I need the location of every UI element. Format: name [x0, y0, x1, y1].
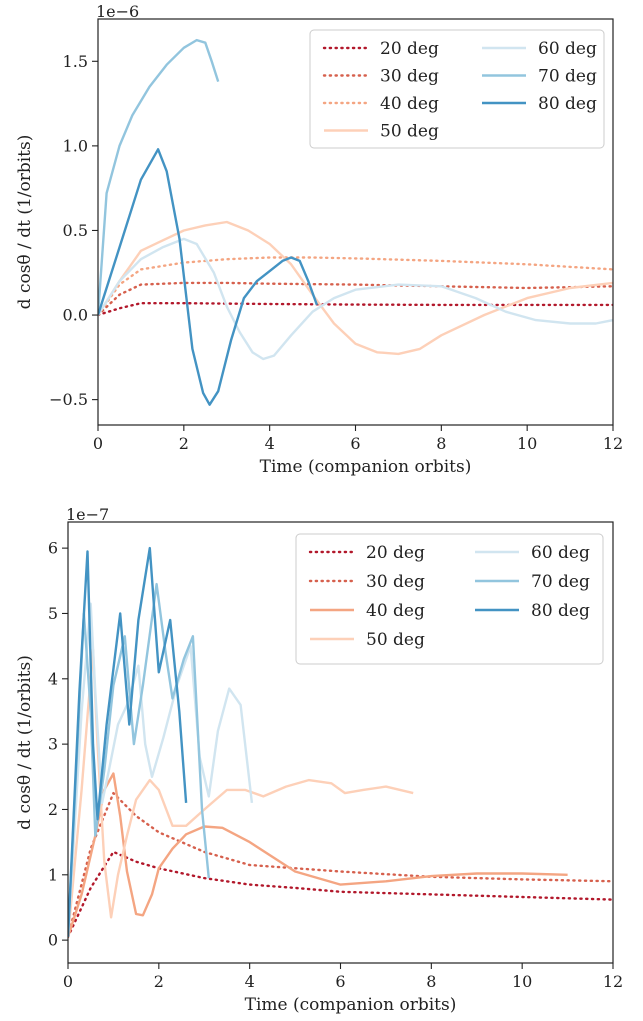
x-tick-label: 0 [93, 434, 103, 453]
y-tick-label: −0.5 [49, 390, 88, 409]
series-line-50-deg [68, 648, 414, 938]
x-tick-label: 0 [63, 972, 73, 991]
series-line-60-deg [98, 237, 613, 361]
series-line-20-deg [68, 850, 613, 939]
legend: 20 deg 30 deg 40 deg 50 deg 60 deg 70 deg 80 d… [309, 29, 605, 149]
series-line-80-deg [98, 148, 319, 406]
series-line-20-deg [98, 302, 613, 317]
legend-label: 80 deg [538, 94, 597, 114]
y-tick-label: 1.5 [63, 52, 88, 71]
legend-label: 80 deg [531, 601, 590, 621]
legend-label: 60 deg [531, 543, 590, 563]
legend-label: 40 deg [366, 601, 425, 621]
legend-box [295, 533, 604, 665]
y-tick-label: 0.0 [63, 306, 88, 325]
x-tick-label: 6 [350, 434, 360, 453]
x-tick-label: 2 [154, 972, 164, 991]
legend-label: 30 deg [366, 572, 425, 592]
series-line-70-deg [98, 38, 220, 316]
y-tick-label: 0.5 [63, 221, 88, 240]
series-line-30-deg [68, 791, 613, 939]
series-line-70-deg [68, 582, 210, 937]
y-tick-label: 3 [48, 735, 58, 754]
offset-label: 1e−6 [96, 2, 139, 21]
x-tick-label: 4 [265, 434, 275, 453]
legend-box [309, 29, 605, 149]
legend-label: 40 deg [380, 94, 439, 114]
x-tick-label: 10 [512, 972, 532, 991]
legend-label: 70 deg [538, 67, 597, 87]
series-line-80-deg [68, 546, 188, 937]
y-axis-label: d cosθ / dt (1/orbits) [15, 655, 35, 830]
y-tick-label: 5 [48, 604, 58, 623]
x-tick-label: 2 [179, 434, 189, 453]
series-line-40-deg [98, 256, 613, 317]
legend-label: 20 deg [380, 39, 439, 59]
y-tick-label: 4 [48, 669, 58, 688]
series-group [98, 38, 613, 406]
x-axis-label: Time (companion orbits) [260, 457, 472, 477]
series-line-30-deg [98, 281, 613, 317]
y-tick-label: 2 [48, 800, 58, 819]
legend: 20 deg 30 deg 40 deg 50 deg 60 deg 70 deg 80 d… [295, 533, 604, 665]
y-tick-label: 6 [48, 539, 58, 558]
x-tick-label: 8 [436, 434, 446, 453]
y-tick-label: 1 [48, 865, 58, 884]
y-tick-label: 1.0 [63, 136, 88, 155]
x-tick-label: 10 [517, 434, 537, 453]
offset-label: 1e−7 [66, 505, 109, 524]
series-line-40-deg [68, 772, 568, 938]
series-line-60-deg [68, 602, 254, 937]
legend-label: 30 deg [380, 67, 439, 87]
x-tick-label: 12 [603, 972, 623, 991]
series-group [68, 546, 613, 939]
x-axis-label: Time (companion orbits) [245, 995, 457, 1015]
y-axis-label: d cosθ / dt (1/orbits) [15, 135, 35, 310]
chart-panel-1: 0 2 4 6 8 10 12 −0.5 0.0 0.5 1.0 1.5 1e−6 Time (compa… [15, 2, 623, 477]
x-tick-label: 8 [426, 972, 436, 991]
x-tick-label: 12 [603, 434, 623, 453]
legend-label: 50 deg [380, 122, 439, 142]
x-tick-label: 6 [335, 972, 345, 991]
legend-label: 20 deg [366, 543, 425, 563]
legend-label: 70 deg [531, 572, 590, 592]
legend-label: 60 deg [538, 39, 597, 59]
x-tick-label: 4 [245, 972, 255, 991]
y-tick-label: 0 [48, 931, 58, 950]
legend-label: 50 deg [366, 630, 425, 650]
